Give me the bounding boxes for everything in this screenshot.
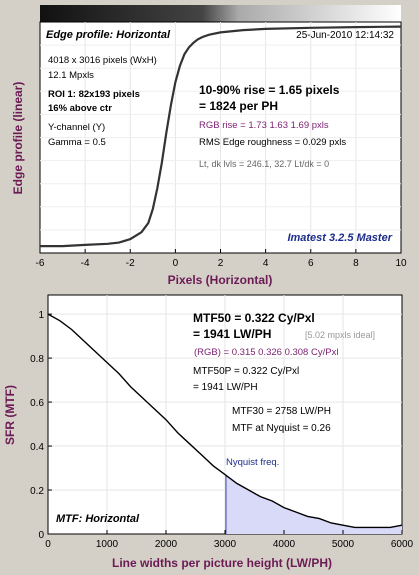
mtf-x-tick-label: 3000 [214, 539, 237, 550]
mtf-rgb: (RGB) = 0.315 0.326 0.308 Cy/Pxl [194, 347, 338, 358]
mtf50p-line-1: MTF50P = 0.322 Cy/Pxl [193, 366, 299, 377]
edge-info-2: 12.1 Mpxls [48, 70, 94, 81]
edge-tick-label: 10 [395, 258, 407, 269]
mtf-title: MTF: Horizontal [56, 513, 140, 525]
mtf-y-label: SFR (MTF) [3, 385, 17, 445]
edge-x-ticks: -6 -4 -2 0 2 4 6 8 10 [36, 249, 407, 269]
edge-tick-label: -6 [36, 258, 45, 269]
nyquist-label: Nyquist freq. [226, 457, 279, 468]
mtf-x-label: Line widths per picture height (LW/PH) [112, 556, 332, 570]
mtf-x-tick-label: 2000 [155, 539, 178, 550]
edge-tick-label: 6 [308, 258, 314, 269]
mtf50-line-2: = 1941 LW/PH [193, 327, 271, 341]
edge-grid [40, 22, 401, 253]
edge-timestamp: 25-Jun-2010 12:14:32 [296, 30, 394, 41]
mtf-y-tick-label: 1 [38, 310, 44, 321]
mtf-x-tick-label: 4000 [273, 539, 296, 550]
edge-roughness: RMS Edge roughness = 0.029 pxls [199, 137, 346, 148]
mtf-x-tick-label: 0 [45, 539, 51, 550]
mtf-y-tick-label: 0.4 [30, 442, 44, 453]
mtf-x-tick-label: 6000 [391, 539, 414, 550]
mtf-nyquist-fill [225, 475, 402, 534]
mtf-y-tick-label: 0.6 [30, 398, 44, 409]
edge-tick-label: -2 [126, 258, 135, 269]
edge-strip [40, 5, 401, 22]
rise-line-2: = 1824 per PH [199, 99, 278, 113]
edge-profile-curve [40, 25, 402, 248]
mtf50-line-1: MTF50 = 0.322 Cy/Pxl [193, 311, 315, 325]
mtf-x-tick-label: 1000 [96, 539, 119, 550]
edge-info-6: Gamma = 0.5 [48, 137, 106, 148]
edge-title: Edge profile: Horizontal [46, 29, 171, 41]
edge-info-3: ROI 1: 82x193 pixels [48, 89, 140, 100]
mtf-x-ticks: 0 1000 2000 3000 4000 5000 6000 [45, 530, 414, 550]
edge-tick-label: 0 [173, 258, 179, 269]
rgb-rise: RGB rise = 1.73 1.63 1.69 pxls [199, 120, 329, 131]
imatest-watermark: Imatest 3.2.5 Master [287, 232, 392, 244]
mtf-y-tick-label: 0 [38, 530, 44, 541]
edge-tick-label: -4 [81, 258, 90, 269]
edge-tick-label: 8 [353, 258, 359, 269]
mtf-grid [48, 295, 402, 534]
mtf-y-tick-label: 0.2 [30, 486, 44, 497]
mtf-x-tick-label: 5000 [332, 539, 355, 550]
mtf-y-ticks: 0 0.2 0.4 0.6 0.8 1 [30, 310, 52, 541]
mtf-nyquist-value: MTF at Nyquist = 0.26 [232, 423, 331, 434]
edge-info-5: Y-channel (Y) [48, 122, 105, 133]
edge-info-4: 16% above ctr [48, 103, 112, 114]
mpx-ideal: [5.02 mpxls ideal] [305, 330, 375, 340]
edge-info-1: 4018 x 3016 pixels (WxH) [48, 55, 157, 66]
mtf30: MTF30 = 2758 LW/PH [232, 406, 331, 417]
mtf50p-line-2: = 1941 LW/PH [193, 382, 258, 393]
rise-line-1: 10-90% rise = 1.65 pixels [199, 83, 340, 97]
edge-y-label: Edge profile (linear) [11, 82, 25, 195]
edge-x-label: Pixels (Horizontal) [168, 273, 273, 287]
edge-levels: Lt, dk lvls = 246.1, 32.7 Lt/dk = 0 [199, 159, 329, 169]
edge-tick-label: 2 [218, 258, 224, 269]
mtf-curve [47, 313, 403, 529]
mtf-y-tick-label: 0.8 [30, 354, 44, 365]
edge-tick-label: 4 [263, 258, 269, 269]
